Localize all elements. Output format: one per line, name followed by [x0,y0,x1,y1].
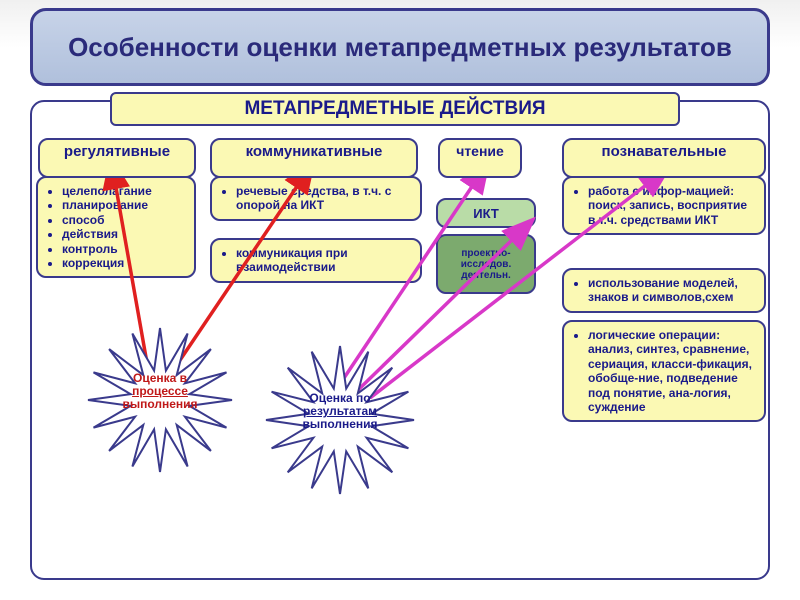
bullet-item: планирование [62,198,184,212]
bullet-item: логические операции: анализ, синтез, сра… [588,328,754,414]
bullet-item: целеполагание [62,184,184,198]
pill-ikt: ИКТ [436,198,536,228]
bullet-item: работа с инфор-мацией: поиск, запись, во… [588,184,754,227]
bullet-item: действия [62,227,184,241]
bullet-item: коррекция [62,256,184,270]
bullets-regulatory: целеполаганиепланированиеспособдействияк… [36,176,196,278]
col-head-communicative: коммуникативные [210,138,418,178]
bullets-comm-2: коммуникация при взаимодействии [210,238,422,283]
col-head-cognitive: познавательные [562,138,766,178]
bullet-item: коммуникация при взаимодействии [236,246,410,275]
main-title-panel: Особенности оценки метапредметных резуль… [30,8,770,86]
bullets-comm-1: речевые средства, в т.ч. с опорой на ИКТ [210,176,422,221]
subtitle-text: МЕТАПРЕДМЕТНЫЕ ДЕЙСТВИЯ [244,98,545,120]
subtitle-panel: МЕТАПРЕДМЕТНЫЕ ДЕЙСТВИЯ [110,92,680,126]
bullet-item: использование моделей, знаков и символов… [588,276,754,305]
main-title-text: Особенности оценки метапредметных резуль… [68,33,732,62]
col-head-regulatory: регулятивные [38,138,196,178]
col-head-reading: чтение [438,138,522,178]
pill-project: проектно-исследов. деятельн. [436,234,536,294]
star-label-process: Оценка в процессе выполнения [110,372,210,412]
bullets-cognitive-3: логические операции: анализ, синтез, сра… [562,320,766,422]
bullet-item: речевые средства, в т.ч. с опорой на ИКТ [236,184,410,213]
bullets-cognitive-2: использование моделей, знаков и символов… [562,268,766,313]
star-label-result: Оценка по результатам выполнения [290,392,390,432]
bullet-item: контроль [62,242,184,256]
bullet-item: способ [62,213,184,227]
bullets-cognitive-1: работа с инфор-мацией: поиск, запись, во… [562,176,766,235]
